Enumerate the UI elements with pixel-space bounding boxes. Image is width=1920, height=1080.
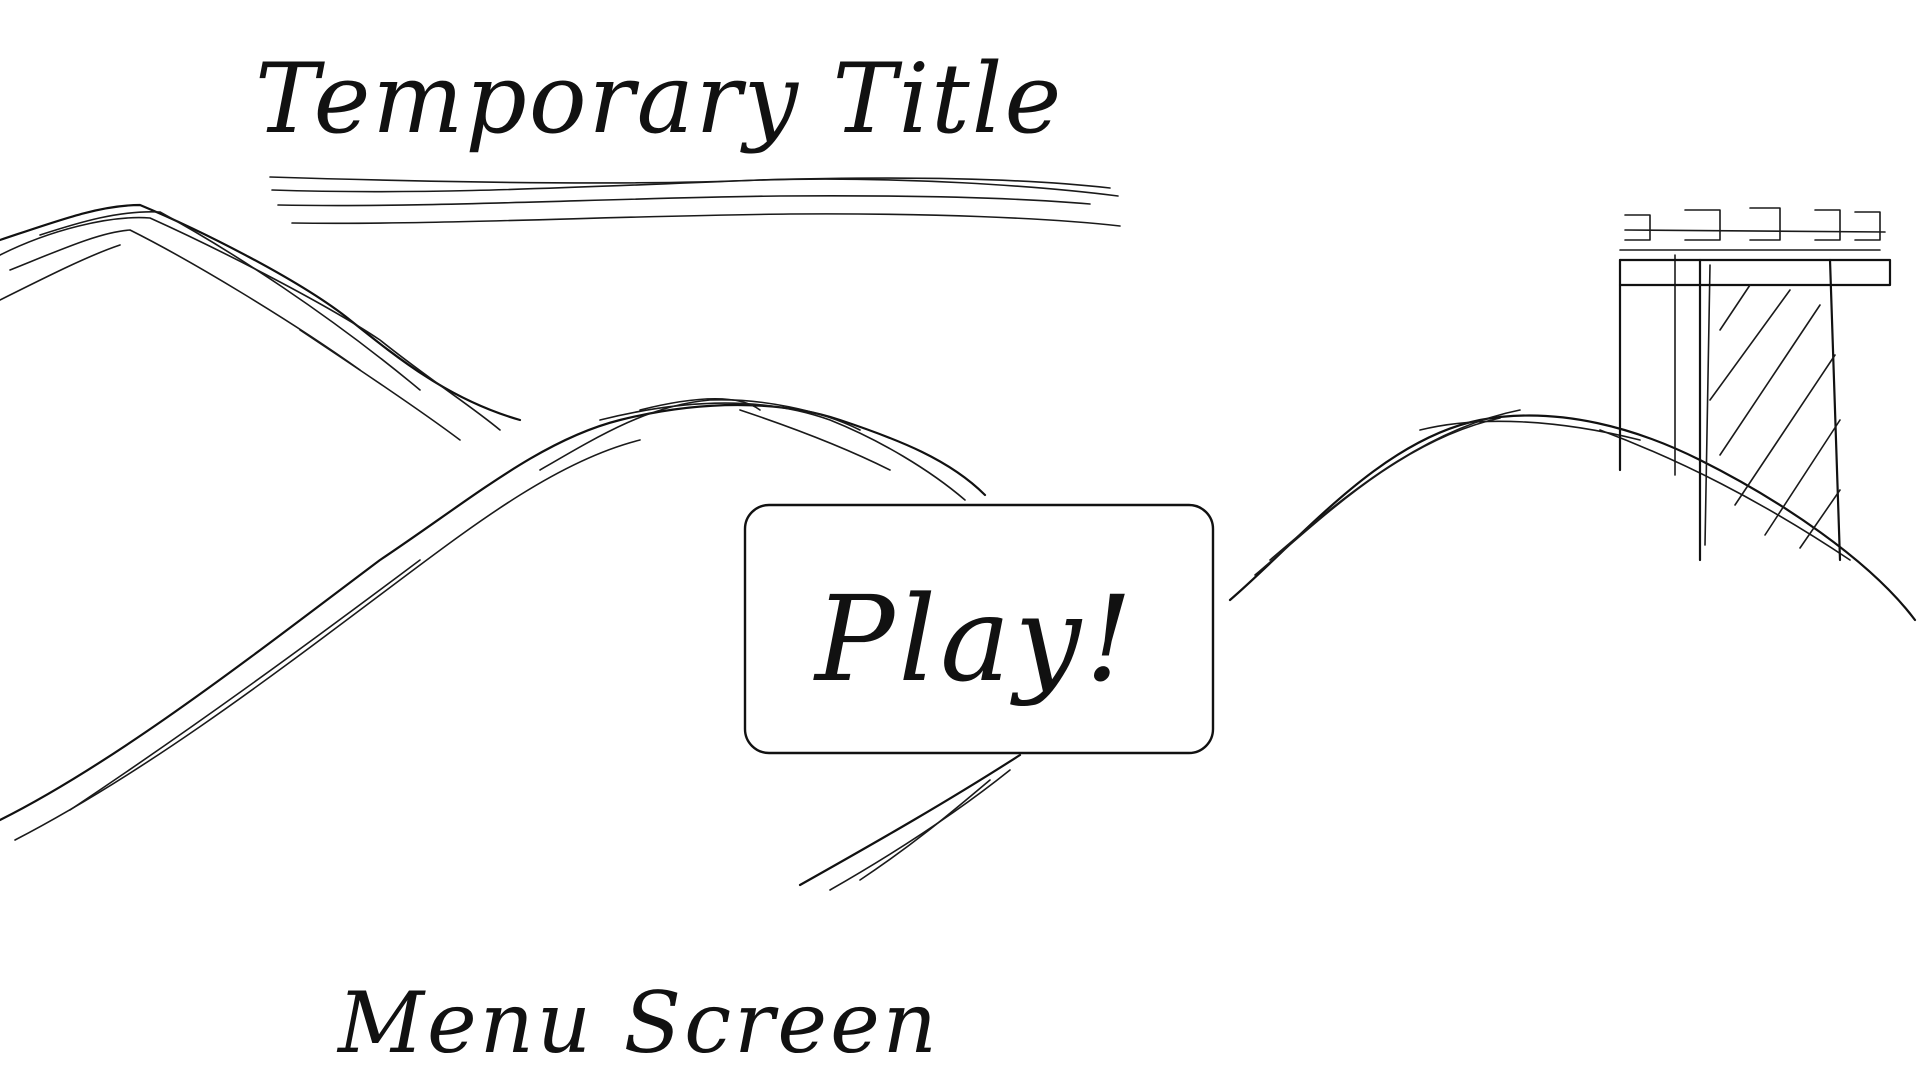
play-button-label[interactable]: Play! bbox=[813, 570, 1137, 708]
caption-text: Menu Screen bbox=[336, 974, 940, 1072]
lower-slope bbox=[798, 753, 1022, 891]
title-underline-4 bbox=[269, 176, 1111, 189]
striped-tower bbox=[1618, 207, 1892, 562]
game-title: Temporary Title bbox=[255, 43, 1121, 227]
title-underline-3 bbox=[291, 213, 1121, 227]
play-button[interactable]: Play! bbox=[743, 503, 1215, 755]
center-hill bbox=[0, 397, 987, 841]
title-underline-2 bbox=[277, 195, 1091, 207]
screen-caption: Menu Screen bbox=[336, 974, 940, 1072]
play-button-frame[interactable] bbox=[743, 503, 1215, 755]
left-hill bbox=[0, 203, 522, 441]
title-text: Temporary Title bbox=[255, 43, 1063, 155]
right-hill bbox=[1228, 409, 1917, 622]
